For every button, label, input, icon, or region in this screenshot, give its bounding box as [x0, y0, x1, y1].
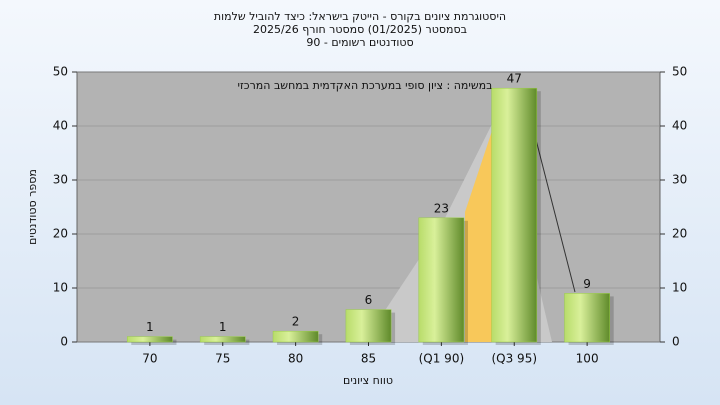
- data-label: 6: [365, 293, 373, 307]
- y-tick-label: 10: [53, 281, 68, 295]
- x-tick-label: 80: [288, 352, 303, 366]
- bar: [564, 293, 610, 343]
- x-tick-label: (Q3 95): [491, 352, 537, 366]
- y2-tick-label: 30: [672, 173, 687, 187]
- data-label: 23: [434, 201, 449, 215]
- data-label: 9: [583, 277, 591, 291]
- x-tick-label: 70: [142, 352, 157, 366]
- bar: [199, 336, 246, 343]
- chart-title: היסטוגרמת ציונים בקורס - הייטק בישראל: כ…: [214, 10, 506, 23]
- x-tick-label: (Q1 90): [419, 352, 465, 366]
- y-tick-label: 30: [53, 173, 68, 187]
- y2-tick-label: 40: [672, 119, 687, 133]
- data-label: 2: [292, 315, 300, 329]
- y-tick-label: 40: [53, 119, 68, 133]
- bar: [491, 87, 538, 343]
- data-label: 1: [146, 320, 154, 334]
- y2-tick-label: 20: [672, 227, 687, 241]
- bar: [272, 330, 319, 343]
- plot-area: [76, 71, 661, 343]
- y-tick-label: 20: [53, 227, 68, 241]
- chart-subtitle: בסמסטר (01/2025) סמסטר חורף 2025/26: [253, 23, 467, 36]
- x-tick-label: 100: [576, 352, 599, 366]
- trend-line: [532, 127, 576, 293]
- y-axis-label: מספר סטודנטים: [26, 169, 39, 245]
- data-label: 1: [219, 320, 227, 334]
- y2-tick-label: 10: [672, 281, 687, 295]
- bar-shadow: [131, 339, 177, 345]
- bar-shadow: [204, 339, 250, 345]
- bar: [127, 336, 173, 343]
- y2-tick-label: 0: [672, 335, 680, 349]
- bar: [345, 309, 392, 343]
- x-tick-label: 75: [215, 352, 230, 366]
- data-label: 47: [507, 72, 522, 86]
- y2-tick-label: 50: [672, 65, 687, 79]
- bar: [418, 217, 465, 343]
- annotation: במשימה : ציון סופי במערכת האקדמית במחשב …: [238, 79, 493, 92]
- x-axis-label: טווח ציונים: [343, 374, 393, 387]
- y-tick-label: 50: [53, 65, 68, 79]
- chart-subtitle: סטודנטים רשומים - 90: [306, 36, 413, 49]
- y-tick-label: 0: [60, 335, 68, 349]
- x-tick-label: 85: [361, 352, 376, 366]
